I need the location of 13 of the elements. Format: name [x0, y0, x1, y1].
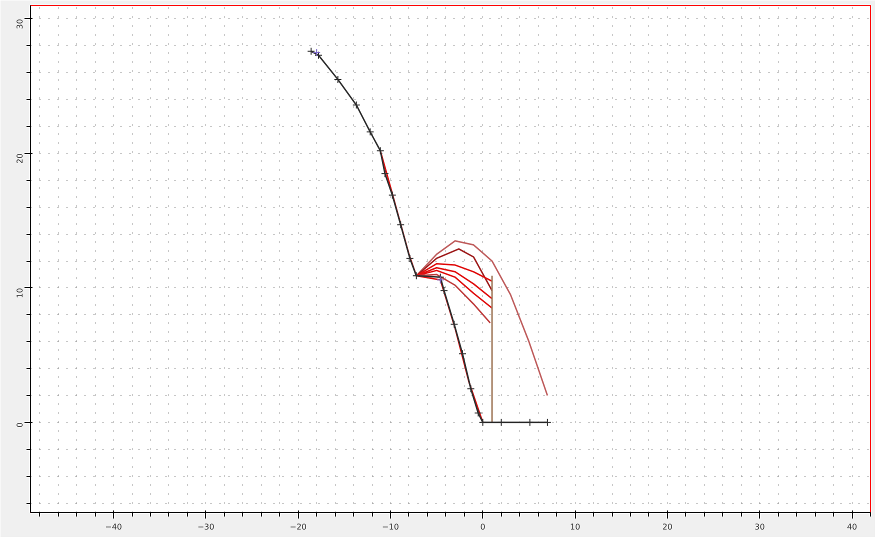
x-tick-label: 20 [662, 522, 673, 532]
x-tick-label: −30 [197, 522, 214, 532]
x-tick-label: −10 [382, 522, 399, 532]
x-tick-label: 0 [480, 522, 486, 532]
x-tick-label: 10 [570, 522, 580, 532]
y-tick-label: 30 [16, 18, 24, 30]
x-tick-label: −40 [105, 522, 122, 532]
x-tick-label: −20 [290, 522, 307, 532]
x-tick-label: 30 [754, 522, 765, 532]
x-tick-label: 40 [846, 522, 858, 532]
y-tick-label: 10 [16, 288, 24, 298]
y-tick-label: 0 [16, 422, 24, 428]
y-tick-label: 20 [16, 153, 24, 164]
